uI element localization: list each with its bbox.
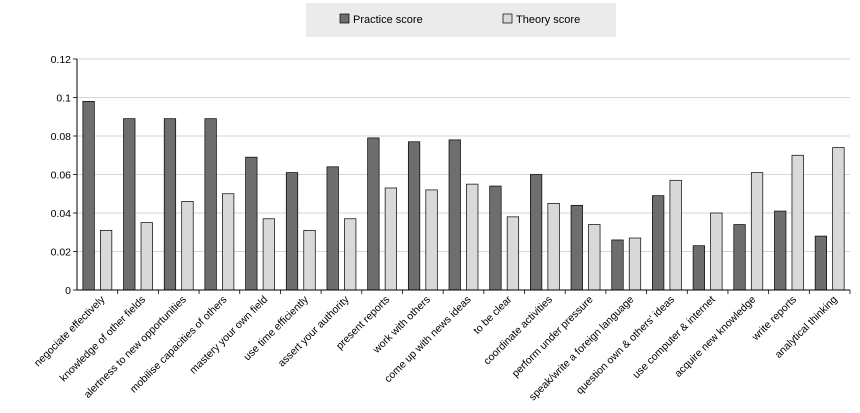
practice-score-bar	[733, 224, 746, 291]
theory-score-bar	[791, 154, 804, 291]
practice-score-bar	[204, 118, 217, 291]
y-tick-label: 0.02	[51, 247, 72, 259]
x-category-label: coordinate activities	[481, 294, 555, 368]
practice-score-bar	[652, 195, 665, 291]
y-tick-label: 0.06	[51, 170, 72, 182]
practice-score-bar	[530, 174, 543, 291]
x-category-label: come up with news ideas	[382, 294, 473, 385]
x-category-label: to be clear	[471, 293, 515, 337]
practice-score-legend-swatch	[339, 13, 350, 24]
theory-score-bar	[99, 229, 113, 291]
theory-score-bar	[303, 229, 316, 291]
theory-score-bar	[506, 216, 520, 291]
practice-score-bar	[367, 137, 380, 291]
theory-score-bar	[710, 212, 723, 291]
theory-score-bar	[628, 237, 642, 291]
axes	[76, 59, 850, 291]
x-category-label: use computer & internet	[630, 294, 717, 381]
legend-box	[306, 3, 616, 37]
practice-score-bar	[82, 100, 95, 291]
theory-score-bar	[588, 224, 601, 291]
x-category-label: acquire new knowledge	[672, 294, 758, 380]
practice-score-bar	[814, 235, 828, 291]
y-tick-label: 0	[65, 285, 71, 297]
theory-score-bar	[181, 201, 194, 291]
bars	[82, 100, 845, 291]
x-category-label: mastery your own field	[187, 294, 270, 377]
theory-score-legend-swatch	[502, 13, 513, 24]
practice-score-bar	[611, 239, 624, 291]
practice-score-bar	[570, 204, 583, 291]
theory-score-bar	[140, 222, 153, 291]
practice-score-bar	[163, 118, 177, 291]
theory-score-bar	[384, 187, 397, 291]
theory-score-bar	[222, 193, 235, 291]
theory-score-bar	[669, 179, 682, 291]
practice-score-bar	[692, 245, 705, 291]
theory-score-bar	[466, 183, 479, 291]
y-tick-label: 0.12	[51, 54, 72, 66]
practice-score-bar	[407, 141, 421, 291]
theory-score-bar	[425, 189, 438, 291]
practice-score-bar	[326, 166, 339, 291]
y-axis-ticks: 0 0.02 0.04 0.06 0.08 0.1 0.12	[51, 54, 77, 297]
practice-score-bar	[448, 139, 461, 291]
theory-score-bar	[750, 172, 764, 291]
practice-score-bar	[123, 118, 136, 291]
theory-score-bar	[832, 147, 845, 291]
y-tick-label: 0.04	[51, 208, 72, 220]
theory-score-bar	[344, 218, 357, 291]
practice-score-bar	[245, 156, 258, 291]
practice-score-bar	[489, 185, 502, 291]
practice-score-bar	[774, 210, 787, 291]
theory-score-bar	[262, 218, 275, 291]
x-category-label: perform under pressure	[510, 294, 596, 380]
legend-label: Practice score	[353, 14, 423, 26]
x-category-label: negociate effectively	[32, 293, 108, 369]
y-tick-label: 0.08	[51, 131, 72, 143]
practice-score-bar	[285, 172, 299, 291]
y-tick-label: 0.1	[56, 93, 71, 105]
x-category-label: assert your authority	[276, 293, 352, 369]
theory-score-bar	[547, 203, 560, 291]
legend: Practice score Theory score	[306, 3, 616, 37]
legend-label: Theory score	[516, 14, 580, 26]
